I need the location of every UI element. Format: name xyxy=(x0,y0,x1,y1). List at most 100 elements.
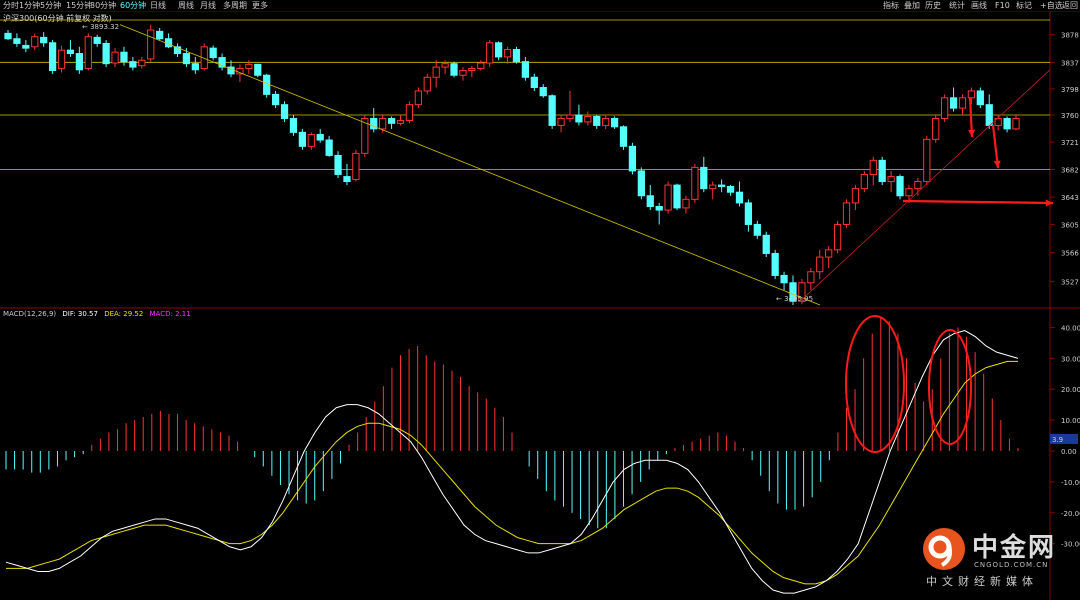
toolbar-button-2[interactable]: 历史 xyxy=(925,1,941,10)
candle-body-99 xyxy=(887,176,895,183)
dea-legend: DEA: 29.52 xyxy=(104,310,144,318)
macd-tick-label-2: 20.00 xyxy=(1061,386,1080,394)
candle-body-104 xyxy=(932,117,940,140)
candle-body-56 xyxy=(503,48,512,58)
toolbar-button-5[interactable]: F10 xyxy=(995,1,1010,10)
candle-body-78 xyxy=(700,166,708,190)
candle-body-86 xyxy=(771,252,779,276)
toolbar-button-0[interactable]: 指标 xyxy=(883,1,899,10)
macd-tick-label-4: 0.00 xyxy=(1061,448,1077,456)
candle-body-113 xyxy=(1012,117,1020,130)
candle-body-29 xyxy=(263,74,271,95)
candle-body-53 xyxy=(477,62,485,69)
price-tick-label-4: 3721 xyxy=(1061,139,1079,147)
candle-body-16 xyxy=(147,29,155,60)
candle-body-80 xyxy=(718,184,726,188)
tab-timeframe-1[interactable]: 1分钟 xyxy=(19,1,41,10)
candle-body-84 xyxy=(753,223,761,236)
candle-body-97 xyxy=(869,159,877,175)
candle-body-82 xyxy=(735,191,744,204)
red-arrow-1-head xyxy=(968,129,976,137)
candle-body-72 xyxy=(646,195,654,207)
tab-timeframe-7[interactable]: 周线 xyxy=(178,1,194,10)
candle-body-9 xyxy=(84,36,92,69)
toolbar-button-1[interactable]: 叠加 xyxy=(904,1,920,10)
candle-body-100 xyxy=(896,176,904,197)
candle-body-12 xyxy=(111,51,119,64)
candle-body-102 xyxy=(914,181,922,190)
candle-body-35 xyxy=(316,133,324,141)
cngold-logo-icon xyxy=(923,528,965,570)
candle-body-68 xyxy=(610,117,619,128)
candle-body-49 xyxy=(441,63,449,68)
candle-body-0 xyxy=(4,32,12,40)
candle-body-108 xyxy=(967,90,976,99)
macd-tick-label-3: 10.00 xyxy=(1061,417,1080,425)
price-tick-label-3: 3760 xyxy=(1061,112,1079,120)
tab-timeframe-5[interactable]: 60分钟 xyxy=(120,1,147,10)
candle-body-33 xyxy=(298,131,306,147)
candle-body-93 xyxy=(833,223,842,251)
chart-title: 沪深300(60分钟 前复权 对数) xyxy=(3,14,112,23)
tab-timeframe-4[interactable]: 30分钟 xyxy=(90,1,117,10)
candle-body-90 xyxy=(807,271,815,284)
candle-body-91 xyxy=(816,256,824,273)
candle-body-95 xyxy=(851,188,860,204)
tab-timeframe-6[interactable]: 日线 xyxy=(150,1,166,10)
candle-body-32 xyxy=(289,117,298,133)
candle-body-60 xyxy=(539,87,547,97)
candle-body-6 xyxy=(57,49,66,69)
candle-body-14 xyxy=(129,61,137,68)
candle-body-4 xyxy=(40,36,48,44)
candle-body-54 xyxy=(486,42,494,64)
macd-tick-label-7: -30.00 xyxy=(1061,541,1080,549)
candle-body-52 xyxy=(468,67,476,71)
toolbar-button-3[interactable]: 统计 xyxy=(949,1,965,10)
macd-badge: 3.9 xyxy=(1052,436,1063,444)
candle-body-71 xyxy=(637,170,645,197)
candle-body-48 xyxy=(432,66,440,78)
macd-tick-label-0: 40.00 xyxy=(1061,324,1080,332)
tab-timeframe-0[interactable]: 分时 xyxy=(3,1,19,10)
price-tick-label-8: 3566 xyxy=(1061,250,1079,258)
candle-body-62 xyxy=(557,117,565,126)
candle-body-22 xyxy=(200,46,208,69)
candle-body-110 xyxy=(985,104,993,126)
tab-timeframe-10[interactable]: 更多 xyxy=(252,1,268,10)
toolbar-button-8[interactable]: 返回 xyxy=(1062,1,1078,10)
tab-timeframe-3[interactable]: 15分钟 xyxy=(66,1,93,10)
candle-body-111 xyxy=(994,117,1002,126)
candle-body-43 xyxy=(387,117,396,124)
candle-body-13 xyxy=(120,51,128,63)
toolbar-button-6[interactable]: 标记 xyxy=(1016,1,1032,10)
candle-body-27 xyxy=(245,63,253,69)
candle-body-31 xyxy=(280,104,289,119)
highlight-ellipse-1 xyxy=(845,315,905,453)
downtrend-line xyxy=(119,24,821,306)
price-tick-label-1: 3837 xyxy=(1061,59,1079,67)
macd-legend: MACD(12,26,9) DIF: 30.57 DEA: 29.52 MACD… xyxy=(3,310,191,318)
candle-body-46 xyxy=(414,90,422,106)
price-tick-label-0: 3878 xyxy=(1061,32,1079,40)
candle-body-20 xyxy=(182,53,191,65)
tab-timeframe-9[interactable]: 多周期 xyxy=(223,1,247,10)
macd-badge-bg xyxy=(1050,433,1078,444)
candle-body-24 xyxy=(218,57,226,68)
candle-body-1 xyxy=(13,38,21,44)
candle-body-8 xyxy=(75,53,83,71)
candle-body-58 xyxy=(521,61,530,78)
candle-body-83 xyxy=(744,202,753,225)
candle-body-88 xyxy=(789,282,797,302)
candle-body-51 xyxy=(459,69,467,76)
price-tick-label-7: 3605 xyxy=(1061,221,1079,229)
macd-tick-label-5: -10.00 xyxy=(1061,479,1080,487)
candle-body-10 xyxy=(93,36,101,44)
tab-timeframe-2[interactable]: 5分钟 xyxy=(40,1,62,10)
candle-body-63 xyxy=(566,114,574,119)
tab-timeframe-8[interactable]: 月线 xyxy=(200,1,216,10)
candle-body-81 xyxy=(726,186,735,193)
watermark-name: 中金网 xyxy=(972,533,1057,563)
candle-body-89 xyxy=(798,282,806,302)
toolbar-button-7[interactable]: +自选 xyxy=(1040,1,1063,10)
toolbar-button-4[interactable]: 画线 xyxy=(971,1,987,10)
